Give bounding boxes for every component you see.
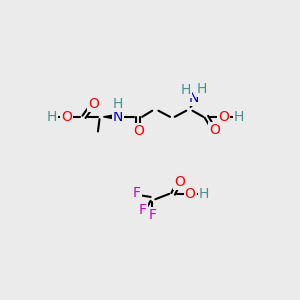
Text: H: H — [180, 83, 191, 97]
Text: H: H — [46, 110, 57, 124]
Text: O: O — [61, 110, 72, 124]
Text: O: O — [133, 124, 144, 139]
Polygon shape — [103, 115, 114, 119]
Text: H: H — [234, 110, 244, 124]
Text: H: H — [199, 187, 209, 201]
Text: O: O — [185, 187, 196, 201]
Text: F: F — [139, 203, 147, 217]
Text: F: F — [148, 208, 156, 222]
Text: O: O — [218, 110, 229, 124]
Text: N: N — [113, 110, 123, 124]
Text: H: H — [113, 97, 123, 111]
Text: O: O — [209, 123, 220, 137]
Text: O: O — [174, 175, 185, 188]
Text: F: F — [133, 186, 141, 200]
Text: H: H — [196, 82, 207, 96]
Polygon shape — [190, 100, 196, 108]
Text: O: O — [88, 97, 99, 111]
Text: N: N — [189, 91, 199, 105]
